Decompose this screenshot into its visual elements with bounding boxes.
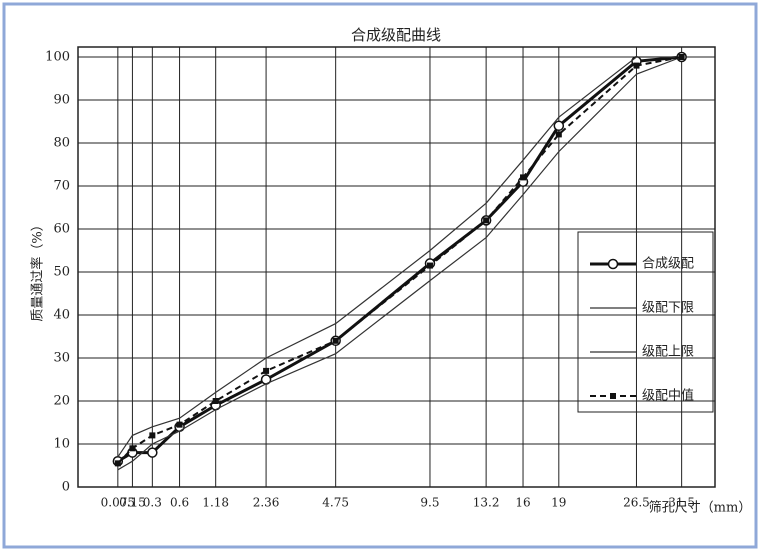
y-tick-label: 30: [53, 351, 70, 366]
x-tick-label: 1.18: [202, 496, 229, 510]
y-tick-label: 40: [53, 308, 70, 323]
point: [483, 217, 490, 224]
x-tick-label: 16: [515, 496, 530, 510]
point: [263, 367, 270, 374]
point: [610, 393, 616, 399]
legend-label: 级配中值: [642, 388, 694, 404]
x-tick-label: 13.2: [473, 496, 500, 510]
x-tick-label: 4.75: [322, 496, 349, 510]
series-line: [117, 56, 682, 458]
point: [149, 432, 156, 439]
y-tick-label: 10: [53, 437, 70, 452]
x-tick-label: 0.3: [143, 496, 162, 510]
x-axis-label: 筛孔尺寸（mm）: [649, 501, 752, 516]
x-tick-label: 2.36: [253, 496, 280, 510]
legend-label: 合成级配: [642, 257, 694, 272]
series-line: [117, 56, 682, 471]
point: [176, 421, 183, 428]
x-tick-label: 0.075: [101, 496, 135, 510]
x-tick-label: 0.6: [170, 496, 189, 510]
point: [553, 120, 565, 132]
x-tick-label: 19: [551, 496, 566, 510]
point: [114, 460, 121, 467]
point: [520, 174, 527, 181]
y-tick-label: 90: [53, 93, 70, 108]
point: [332, 337, 339, 344]
x-tick-label: 9.5: [420, 496, 439, 510]
legend-box: [577, 231, 714, 413]
point: [633, 62, 640, 69]
point: [426, 262, 433, 269]
y-tick-label: 80: [53, 136, 70, 151]
y-tick-label: 60: [53, 222, 70, 237]
point: [607, 258, 619, 270]
y-tick-label: 50: [53, 265, 70, 280]
legend-label: 级配下限: [642, 301, 694, 316]
y-tick-label: 100: [45, 50, 70, 65]
x-tick-label: 26.5: [623, 496, 650, 510]
x-tick-label: 0.15: [119, 496, 146, 510]
point: [555, 131, 562, 138]
y-tick-label: 20: [53, 394, 70, 409]
point: [678, 54, 685, 60]
legend-label: 级配上限: [642, 345, 694, 360]
x-tick-label: 31.5: [668, 496, 695, 510]
y-axis-label: 质量通过率（%）: [30, 218, 46, 321]
point: [212, 398, 219, 404]
point: [129, 445, 136, 452]
point: [147, 447, 158, 458]
y-tick-label: 0: [62, 480, 70, 495]
y-tick-label: 70: [53, 179, 70, 194]
chart-title: 合成级配曲线: [351, 26, 441, 44]
